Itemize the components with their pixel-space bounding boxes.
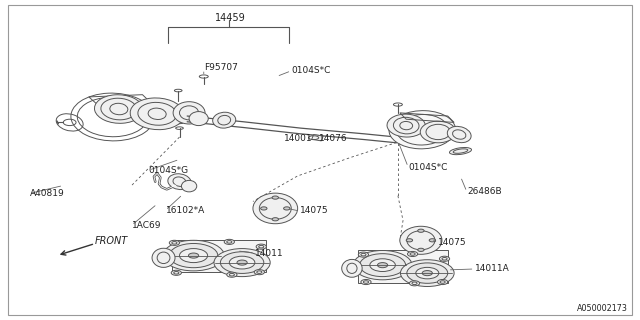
Text: F95707: F95707 xyxy=(204,63,237,72)
Ellipse shape xyxy=(168,174,191,189)
Ellipse shape xyxy=(447,126,471,143)
Circle shape xyxy=(378,263,388,268)
Circle shape xyxy=(179,249,207,263)
Ellipse shape xyxy=(387,114,426,137)
Circle shape xyxy=(422,270,433,276)
Ellipse shape xyxy=(212,112,236,128)
Polygon shape xyxy=(312,134,323,141)
Text: 0104S*C: 0104S*C xyxy=(291,66,331,75)
Circle shape xyxy=(416,268,439,279)
Circle shape xyxy=(429,239,436,242)
Polygon shape xyxy=(135,114,186,125)
Circle shape xyxy=(220,252,264,273)
Circle shape xyxy=(229,256,255,269)
Text: FRONT: FRONT xyxy=(95,236,129,246)
Ellipse shape xyxy=(181,180,196,192)
Ellipse shape xyxy=(389,111,456,149)
Circle shape xyxy=(410,281,420,286)
Circle shape xyxy=(172,270,181,275)
Text: 14459: 14459 xyxy=(215,13,246,23)
Ellipse shape xyxy=(253,193,298,224)
Text: 14076: 14076 xyxy=(319,134,348,143)
Circle shape xyxy=(224,239,234,244)
Ellipse shape xyxy=(400,226,442,254)
Text: 26486B: 26486B xyxy=(467,188,502,196)
Text: 0104S*G: 0104S*G xyxy=(149,166,189,175)
Circle shape xyxy=(360,254,406,276)
Circle shape xyxy=(272,218,278,221)
Ellipse shape xyxy=(95,95,143,123)
Text: 14011: 14011 xyxy=(255,249,284,258)
Circle shape xyxy=(358,252,369,257)
Ellipse shape xyxy=(173,102,205,124)
Circle shape xyxy=(237,260,247,265)
Circle shape xyxy=(272,196,278,199)
Ellipse shape xyxy=(449,148,472,155)
Circle shape xyxy=(170,240,179,245)
Circle shape xyxy=(188,253,198,258)
Circle shape xyxy=(438,279,448,284)
Circle shape xyxy=(440,256,450,261)
Text: 14075: 14075 xyxy=(438,238,467,247)
Ellipse shape xyxy=(342,260,362,277)
Circle shape xyxy=(361,279,371,284)
Circle shape xyxy=(418,229,424,232)
Circle shape xyxy=(353,251,412,280)
Text: 0104S*C: 0104S*C xyxy=(408,163,447,172)
Circle shape xyxy=(401,260,454,286)
Circle shape xyxy=(163,240,224,271)
Circle shape xyxy=(260,207,267,210)
Text: 1AC69: 1AC69 xyxy=(132,221,161,230)
Circle shape xyxy=(170,244,218,268)
Ellipse shape xyxy=(189,112,208,125)
Circle shape xyxy=(214,249,270,276)
Text: 16102*A: 16102*A xyxy=(166,206,205,215)
Text: 14001: 14001 xyxy=(284,134,312,143)
Ellipse shape xyxy=(130,98,184,130)
Polygon shape xyxy=(172,240,266,272)
Circle shape xyxy=(406,239,413,242)
Ellipse shape xyxy=(152,248,175,268)
Text: A050002173: A050002173 xyxy=(577,304,628,313)
Circle shape xyxy=(407,263,448,283)
Circle shape xyxy=(227,272,237,277)
Text: 14075: 14075 xyxy=(300,206,328,215)
Polygon shape xyxy=(358,250,448,283)
Text: 14011A: 14011A xyxy=(474,264,509,274)
Circle shape xyxy=(418,248,424,252)
Circle shape xyxy=(284,207,290,210)
Text: A40819: A40819 xyxy=(29,189,64,198)
Circle shape xyxy=(254,270,264,275)
Ellipse shape xyxy=(420,121,456,143)
Circle shape xyxy=(408,252,418,257)
Circle shape xyxy=(256,244,266,249)
Circle shape xyxy=(370,259,396,271)
